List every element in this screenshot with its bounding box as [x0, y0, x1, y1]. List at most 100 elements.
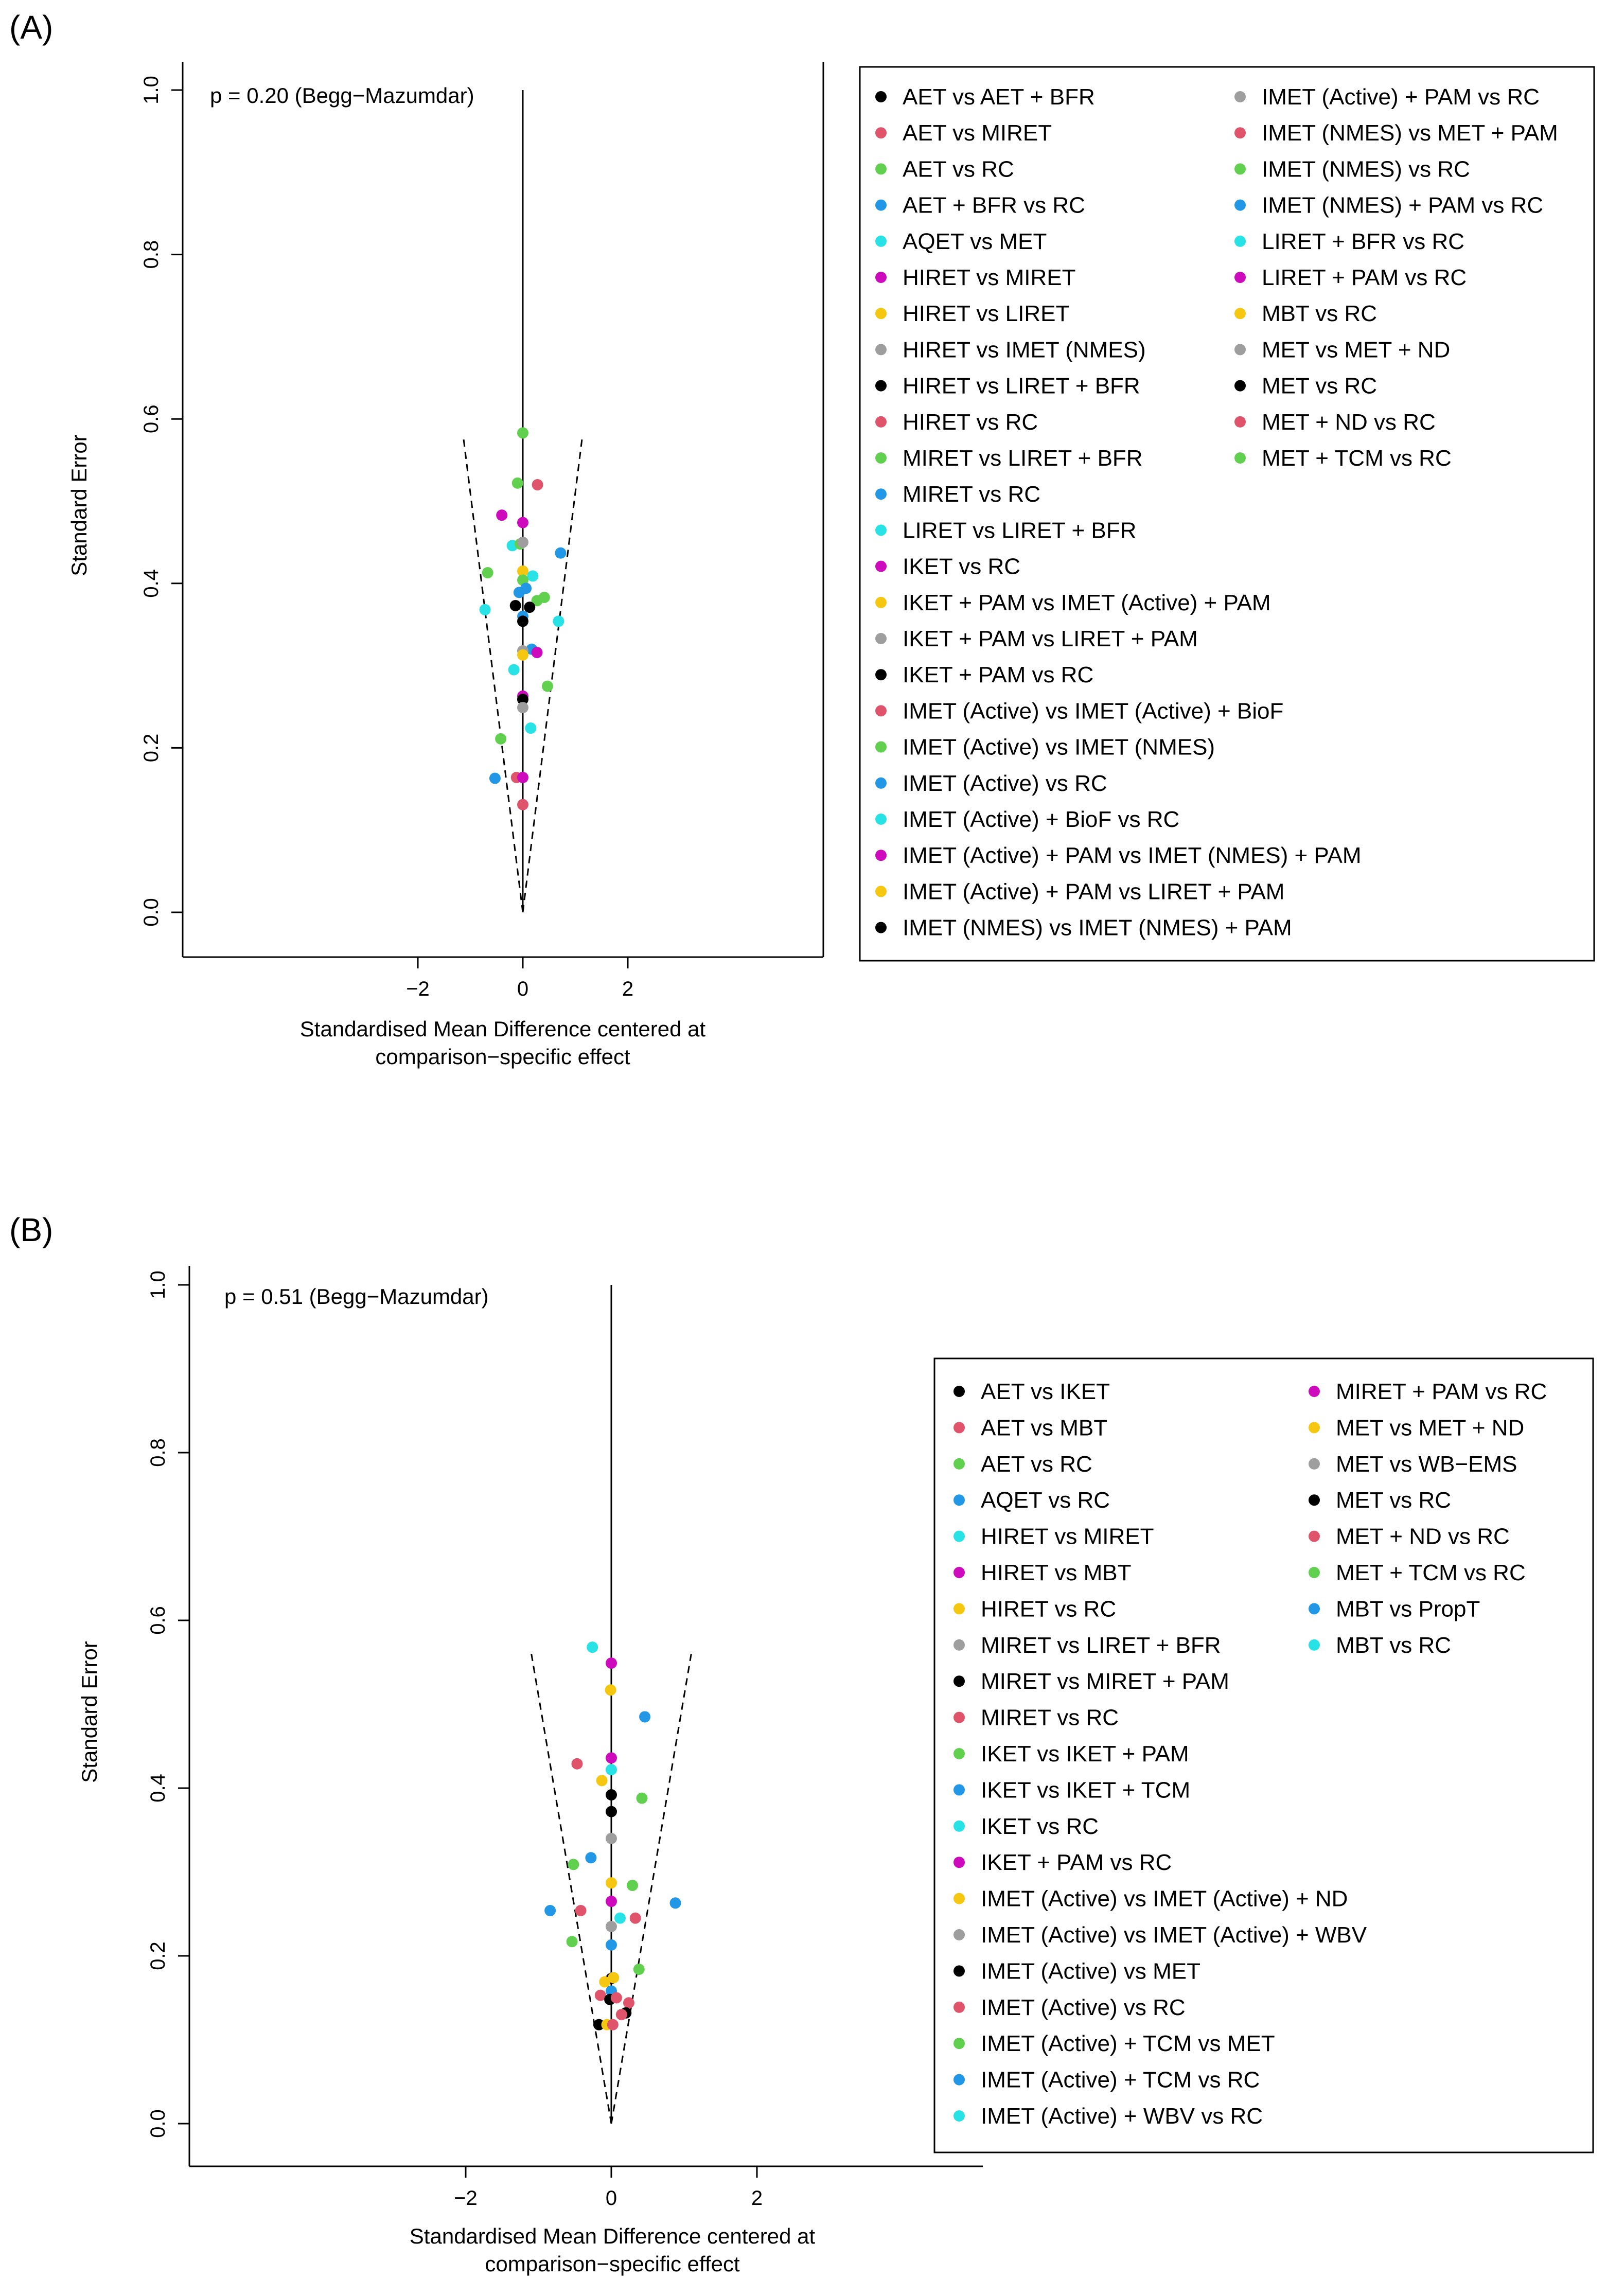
legend-label-a: AET vs RC — [903, 156, 1014, 182]
data-point-b — [606, 1939, 617, 1951]
legend-marker-b — [953, 2074, 965, 2086]
legend-marker-a — [1234, 344, 1246, 356]
data-point-a — [517, 615, 528, 627]
x-tick-label-b: 2 — [751, 2187, 763, 2210]
legend-marker-a — [1234, 163, 1246, 175]
legend-label-b: AET vs MBT — [981, 1415, 1107, 1440]
legend-label-a: IMET (Active) + PAM vs IMET (NMES) + PAM — [903, 843, 1362, 868]
data-point-a — [489, 772, 501, 784]
funnel-plot-b: (B) 0.0 0.2 0.4 0.6 0.8 1.0 −2 0 2 p = 0.51 (Beg… — [9, 1211, 1594, 2276]
y-axis-title-a: Standard Error — [67, 434, 91, 576]
legend-marker-a — [875, 596, 887, 608]
legend-label-b: IKET vs IKET + TCM — [981, 1777, 1190, 1803]
data-point-a — [482, 567, 493, 579]
legend-label-b: IKET vs RC — [981, 1814, 1099, 1839]
legend-box-b — [933, 1357, 1594, 2153]
legend-label-a: HIRET vs LIRET + BFR — [903, 374, 1140, 399]
legend-marker-a — [875, 741, 887, 753]
data-point-a — [553, 615, 564, 627]
legend-marker-a — [1234, 199, 1246, 211]
legend-label-a: IMET (Active) vs IMET (NMES) — [903, 735, 1215, 760]
data-point-b — [605, 1684, 616, 1696]
legend-marker-a — [875, 705, 887, 717]
data-point-b — [606, 1789, 617, 1801]
legend-marker-a — [875, 416, 887, 428]
legend-marker-b — [953, 1422, 965, 1434]
legend-label-b: MET + TCM vs RC — [1336, 1560, 1526, 1585]
legend-marker-b — [953, 1929, 965, 1940]
panel-label-b: (B) — [9, 1211, 53, 1248]
data-point-b — [606, 1764, 617, 1776]
begg-mazumdar-annotation-b: p = 0.51 (Begg−Mazumdar) — [224, 1284, 489, 1309]
y-axis-title-b: Standard Error — [77, 1641, 101, 1782]
data-point-a — [527, 570, 539, 582]
legend-label-b: IMET (Active) + TCM vs RC — [981, 2068, 1260, 2093]
legend-label-b: IMET (Active) vs IMET (Active) + WBV — [981, 1922, 1367, 1948]
data-point-a — [495, 733, 507, 745]
legend-label-b: IMET (Active) + TCM vs MET — [981, 2031, 1275, 2056]
legend-marker-b — [1309, 1458, 1320, 1470]
legend-marker-b — [953, 1386, 965, 1397]
legend-label-a: IKET vs RC — [903, 554, 1020, 579]
legend-label-a: MIRET vs LIRET + BFR — [903, 446, 1143, 471]
y-tick-label-a: 0.0 — [140, 898, 163, 927]
y-tick-label-a: 0.8 — [140, 240, 163, 269]
x-tick-label-b: −2 — [454, 2187, 478, 2210]
legend-label-b: HIRET vs MIRET — [981, 1524, 1154, 1549]
data-point-b — [596, 1775, 608, 1787]
legend-label-a: LIRET + PAM vs RC — [1262, 265, 1467, 290]
data-point-b — [606, 1752, 617, 1764]
legend-label-a: MBT vs RC — [1262, 301, 1377, 326]
panel-label-a: (A) — [9, 9, 53, 46]
legend-label-a: MET + TCM vs RC — [1262, 446, 1452, 471]
legend-marker-b — [953, 2038, 965, 2050]
legend-label-a: IMET (NMES) + PAM vs RC — [1262, 193, 1543, 218]
data-points-a — [479, 427, 567, 810]
legend-b: AET vs IKET AET vs MBT AET vs RC AQET vs RC… — [953, 1379, 1547, 2129]
legend-label-b: IMET (Active) + WBV vs RC — [981, 2104, 1263, 2129]
x-tick-label-a: 2 — [622, 978, 633, 1000]
funnel-plot-a: (A) 0.0 0.2 0.4 0.6 0.8 1.0 −2 0 2 p = 0.20 (Beg… — [9, 9, 1595, 1069]
legend-label-a: MET vs RC — [1262, 374, 1377, 399]
data-point-a — [517, 427, 528, 439]
data-point-b — [623, 1997, 634, 2009]
data-point-b — [599, 1976, 611, 1988]
data-points-b — [544, 1641, 681, 2030]
legend-marker-a — [875, 922, 887, 933]
legend-label-b: MIRET + PAM vs RC — [1336, 1379, 1547, 1404]
legend-marker-b — [953, 2110, 965, 2122]
funnel-dashed-line-b — [610, 1649, 693, 2124]
legend-label-b: AET vs RC — [981, 1452, 1092, 1477]
legend-marker-a — [875, 452, 887, 464]
legend-marker-b — [953, 1494, 965, 1506]
data-point-a — [517, 536, 528, 548]
begg-mazumdar-annotation-a: p = 0.20 (Begg−Mazumdar) — [210, 83, 474, 108]
axes-a: 0.0 0.2 0.4 0.6 0.8 1.0 −2 0 2 — [140, 76, 633, 1000]
legend-marker-a — [875, 127, 887, 139]
legend-marker-a — [875, 235, 887, 247]
legend-marker-a — [1234, 91, 1246, 102]
legend-marker-a — [875, 633, 887, 644]
y-tick-label-a: 0.6 — [140, 404, 163, 433]
legend-marker-b — [1309, 1639, 1320, 1651]
data-point-b — [606, 1832, 617, 1844]
legend-marker-a — [875, 272, 887, 283]
legend-marker-b — [1309, 1567, 1320, 1578]
x-axis-title-b-line2: comparison−specific effect — [485, 2252, 740, 2276]
legend-marker-b — [953, 1820, 965, 1832]
data-point-b — [610, 1992, 622, 2004]
legend-marker-a — [875, 669, 887, 681]
data-point-a — [509, 599, 521, 611]
data-point-b — [633, 1964, 645, 1975]
data-point-b — [606, 1877, 617, 1889]
legend-label-b: MET vs RC — [1336, 1488, 1451, 1513]
legend-marker-b — [953, 1748, 965, 1759]
legend-marker-b — [953, 1603, 965, 1615]
data-point-a — [517, 694, 528, 705]
legend-label-a: HIRET vs IMET (NMES) — [903, 337, 1146, 362]
data-point-b — [606, 1896, 617, 1908]
funnel-dashed-line-a — [462, 435, 524, 913]
legend-marker-a — [875, 344, 887, 356]
legend-label-b: AET vs IKET — [981, 1379, 1110, 1404]
